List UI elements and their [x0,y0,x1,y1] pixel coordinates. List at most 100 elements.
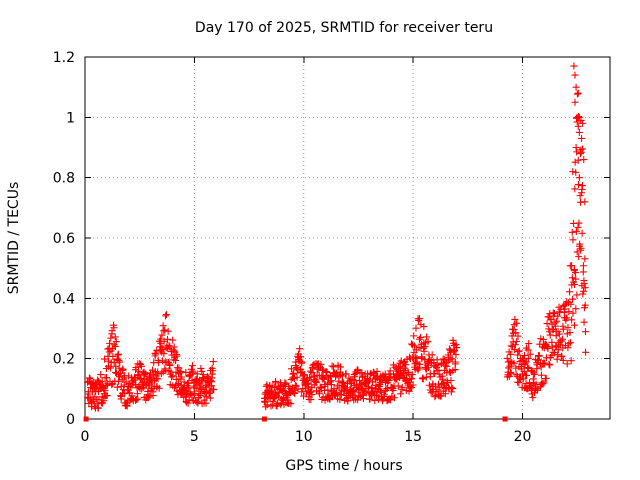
axes [84,56,611,420]
x-tick-label: 15 [404,429,422,445]
y-axis-label: SRMTID / TECUs [6,182,22,295]
data-point [577,116,585,124]
data-point [146,372,154,380]
data-point [579,262,587,270]
data-point [563,360,571,368]
data-point [112,362,120,370]
data-point [564,324,572,332]
data-point [408,371,416,379]
data-point [553,343,561,351]
data-point [579,145,587,153]
data-point [210,386,218,394]
data-point [443,362,451,370]
data-point [206,394,214,402]
data-point [332,389,340,397]
data-point [554,312,562,320]
data-point [137,361,145,369]
y-tick-label: 0 [66,412,75,428]
data-point [103,392,111,400]
data-point [551,322,559,330]
data-point [554,351,562,359]
data-point [170,343,178,351]
data-point [579,119,587,127]
data-point [554,346,562,354]
data-point [540,379,548,387]
data-point [391,394,399,402]
data-point [169,372,177,380]
data-point [155,384,163,392]
data-point [385,377,393,385]
data-point [151,376,159,384]
data-point [575,219,583,227]
data-point [149,388,157,396]
data-point [185,396,193,404]
data-point [162,312,170,320]
data-point [563,314,571,322]
data-point [189,369,197,377]
data-point [366,376,374,384]
data-point [417,333,425,341]
plot-frame [84,56,611,420]
data-point [523,371,531,379]
data-point [194,398,202,406]
y-tick-label: 0.6 [53,231,75,247]
data-point [582,348,590,356]
data-point [88,398,96,406]
data-point [177,367,185,375]
data-point [575,128,583,136]
data-point [291,381,299,389]
data-point [137,362,145,370]
data-point [155,358,163,366]
data-point [97,371,105,379]
data-point [152,350,160,358]
data-point [566,328,574,336]
data-point [529,394,537,402]
data-point [573,90,581,98]
data-point [558,352,566,360]
data-point [581,255,589,263]
data-point [568,316,576,324]
data-point [507,369,515,377]
data-point [173,352,181,360]
data-point [581,198,589,206]
data-point [165,342,173,350]
data-point [512,364,520,372]
data-point [558,335,566,343]
data-point [516,374,524,382]
data-point [441,390,449,398]
data-point [423,333,431,341]
data-point [182,368,190,376]
data-point [337,371,345,379]
y-tick-label: 1.2 [53,50,75,66]
data-point [296,345,304,353]
data-point [111,368,119,376]
data-point [553,355,561,363]
data-point [524,346,532,354]
data-point [452,351,460,359]
data-point [158,331,166,339]
data-point [349,376,357,384]
data-point [448,384,456,392]
data-point [511,315,519,323]
data-point [207,382,215,390]
data-point [445,368,453,376]
data-point [580,287,588,295]
data-point [511,341,519,349]
data-point [402,361,410,369]
data-point [569,295,577,303]
data-point [553,317,561,325]
data-point [405,378,413,386]
data-point [579,182,587,190]
data-point [119,366,127,374]
data-point [386,367,394,375]
data-point [134,395,142,403]
data-point [172,356,180,364]
data-point [85,393,93,401]
data-point [581,301,589,309]
data-point [380,390,388,398]
data-point [449,336,457,344]
data-point [580,156,588,164]
data-point [293,373,301,381]
data-point [573,291,581,299]
data-point [570,62,578,70]
